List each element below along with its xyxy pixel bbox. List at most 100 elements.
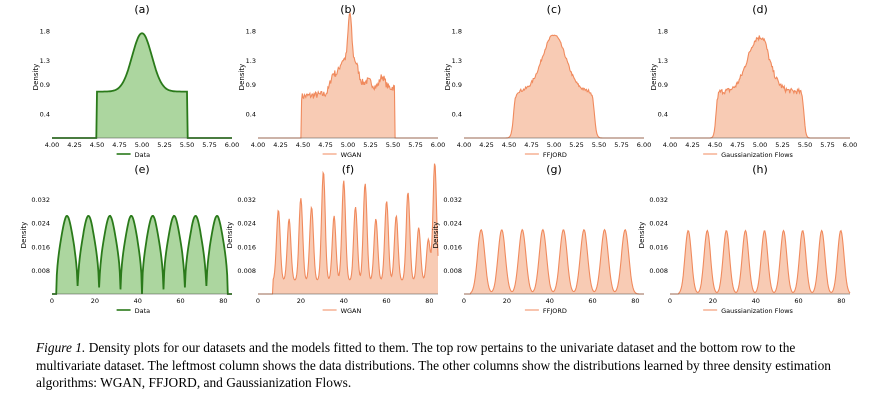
x-tick-label: 5.25 — [569, 141, 583, 149]
x-tick-label: 40 — [546, 297, 554, 305]
x-tick-label: 4.25 — [479, 141, 493, 149]
x-tick-label: 6.00 — [225, 141, 239, 149]
x-tick-label: 20 — [709, 297, 717, 305]
x-tick-label: 6.00 — [637, 141, 651, 149]
y-tick-label: 0.032 — [443, 196, 462, 204]
x-tick-label: 0 — [462, 297, 466, 305]
y-tick-label: 0.016 — [443, 243, 462, 251]
x-tick-label: 5.00 — [753, 141, 767, 149]
panel-f: (f) 0.008 0.016 0.024 0.032 Density 0 20 40 60 80 W… — [226, 163, 439, 315]
x-tick-label: 4.50 — [502, 141, 516, 149]
y-tick-label: 0.9 — [658, 81, 668, 89]
y-tick-label: 0.024 — [443, 220, 462, 228]
y-tick-label: 0.008 — [237, 267, 256, 275]
x-tick-label: 5.00 — [341, 141, 355, 149]
density-area — [464, 229, 644, 294]
y-tick-label: 0.024 — [237, 220, 256, 228]
x-tick-label: 6.00 — [843, 141, 857, 149]
panel-letter: (a) — [134, 3, 149, 16]
x-tick-label: 5.25 — [775, 141, 789, 149]
legend-label: FFJORD — [543, 307, 567, 315]
x-tick-label: 5.25 — [157, 141, 171, 149]
x-tick-label: 20 — [503, 297, 511, 305]
y-tick-label: 1.3 — [452, 57, 462, 65]
x-tick-label: 4.50 — [708, 141, 722, 149]
panel-letter: (f) — [342, 163, 354, 176]
y-tick-label: 0.032 — [237, 196, 256, 204]
panel-b: (b) 0.4 0.9 1.3 1.8 Density 4.00 4.25 4.50 4.75 5.… — [238, 3, 445, 159]
x-tick-label: 80 — [219, 297, 227, 305]
density-area — [670, 35, 850, 138]
x-tick-label: 4.00 — [45, 141, 59, 149]
x-tick-label: 20 — [91, 297, 99, 305]
x-tick-label: 5.00 — [135, 141, 149, 149]
y-tick-label: 0.016 — [237, 243, 256, 251]
density-area — [52, 33, 232, 138]
y-tick-label: 0.4 — [246, 111, 256, 119]
y-tick-label: 1.8 — [40, 27, 50, 35]
legend-label: WGAN — [341, 307, 362, 315]
x-tick-label: 4.50 — [296, 141, 310, 149]
y-tick-label: 0.9 — [40, 81, 50, 89]
x-tick-label: 60 — [176, 297, 184, 305]
density-curve — [464, 228, 644, 295]
density-area — [258, 13, 438, 138]
y-tick-label: 0.016 — [649, 243, 668, 251]
y-axis-label: Density — [650, 64, 658, 91]
y-tick-label: 0.4 — [658, 111, 668, 119]
x-tick-label: 4.75 — [318, 141, 332, 149]
panel-d: (d) 0.4 0.9 1.3 1.8 Density 4.00 4.25 4.50 4.75 5.… — [650, 3, 857, 159]
density-curve — [258, 163, 439, 295]
y-tick-label: 1.3 — [246, 57, 256, 65]
legend-label: Gaussianization Flows — [721, 307, 793, 315]
x-tick-label: 5.25 — [363, 141, 377, 149]
panel-g: (g) 0.008 0.016 0.024 0.032 Density 0 20 40 60 80 F… — [432, 163, 644, 315]
y-tick-label: 1.3 — [658, 57, 668, 65]
panel-a: (a) 0.4 0.9 1.3 1.8 Density 4.00 4.25 4.50 4.75 5.… — [32, 3, 239, 159]
x-tick-label: 0 — [668, 297, 672, 305]
y-axis-label: Density — [226, 222, 234, 249]
y-tick-label: 0.9 — [452, 81, 462, 89]
panel-e: (e) 0.008 0.016 0.024 0.032 Density 0 20 40 60 80 D… — [20, 163, 232, 315]
panel-c: (c) 0.4 0.9 1.3 1.8 Density 4.00 4.25 4.50 4.75 5.… — [444, 3, 651, 159]
x-tick-label: 4.75 — [112, 141, 126, 149]
panel-letter: (c) — [547, 3, 562, 16]
x-tick-label: 4.00 — [457, 141, 471, 149]
panel-letter: (e) — [134, 163, 149, 176]
y-tick-label: 0.9 — [246, 81, 256, 89]
y-tick-label: 0.008 — [443, 267, 462, 275]
y-tick-label: 0.024 — [649, 220, 668, 228]
y-tick-label: 1.8 — [658, 27, 668, 35]
legend-label: Data — [135, 307, 151, 315]
y-tick-label: 0.024 — [31, 220, 50, 228]
caption-label: Figure 1. — [36, 340, 86, 355]
x-tick-label: 80 — [631, 297, 639, 305]
density-figure: (a) 0.4 0.9 1.3 1.8 Density 4.00 4.25 4.50 4.75 5.… — [20, 3, 857, 315]
x-tick-label: 4.50 — [90, 141, 104, 149]
x-tick-label: 5.75 — [202, 141, 216, 149]
y-axis-label: Density — [20, 222, 28, 249]
y-axis-label: Density — [238, 64, 246, 91]
y-tick-label: 0.008 — [31, 267, 50, 275]
y-axis-label: Density — [32, 64, 40, 91]
x-tick-label: 5.50 — [798, 141, 812, 149]
x-tick-label: 6.00 — [431, 141, 445, 149]
x-tick-label: 4.25 — [685, 141, 699, 149]
y-tick-label: 0.032 — [31, 196, 50, 204]
legend-label: WGAN — [341, 151, 362, 159]
x-tick-label: 40 — [340, 297, 348, 305]
x-tick-label: 40 — [752, 297, 760, 305]
panel-letter: (g) — [546, 163, 562, 176]
x-tick-label: 4.75 — [524, 141, 538, 149]
caption-text: Density plots for our datasets and the m… — [36, 340, 831, 390]
x-tick-label: 60 — [794, 297, 802, 305]
y-tick-label: 0.016 — [31, 243, 50, 251]
density-area — [52, 215, 232, 294]
panel-letter: (h) — [752, 163, 768, 176]
x-tick-label: 5.75 — [408, 141, 422, 149]
y-axis-label: Density — [444, 64, 452, 91]
y-tick-label: 0.008 — [649, 267, 668, 275]
panel-h: (h) 0.008 0.016 0.024 0.032 Density 0 20 40 60 80 G… — [638, 163, 851, 315]
x-tick-label: 60 — [588, 297, 596, 305]
x-tick-label: 4.25 — [273, 141, 287, 149]
